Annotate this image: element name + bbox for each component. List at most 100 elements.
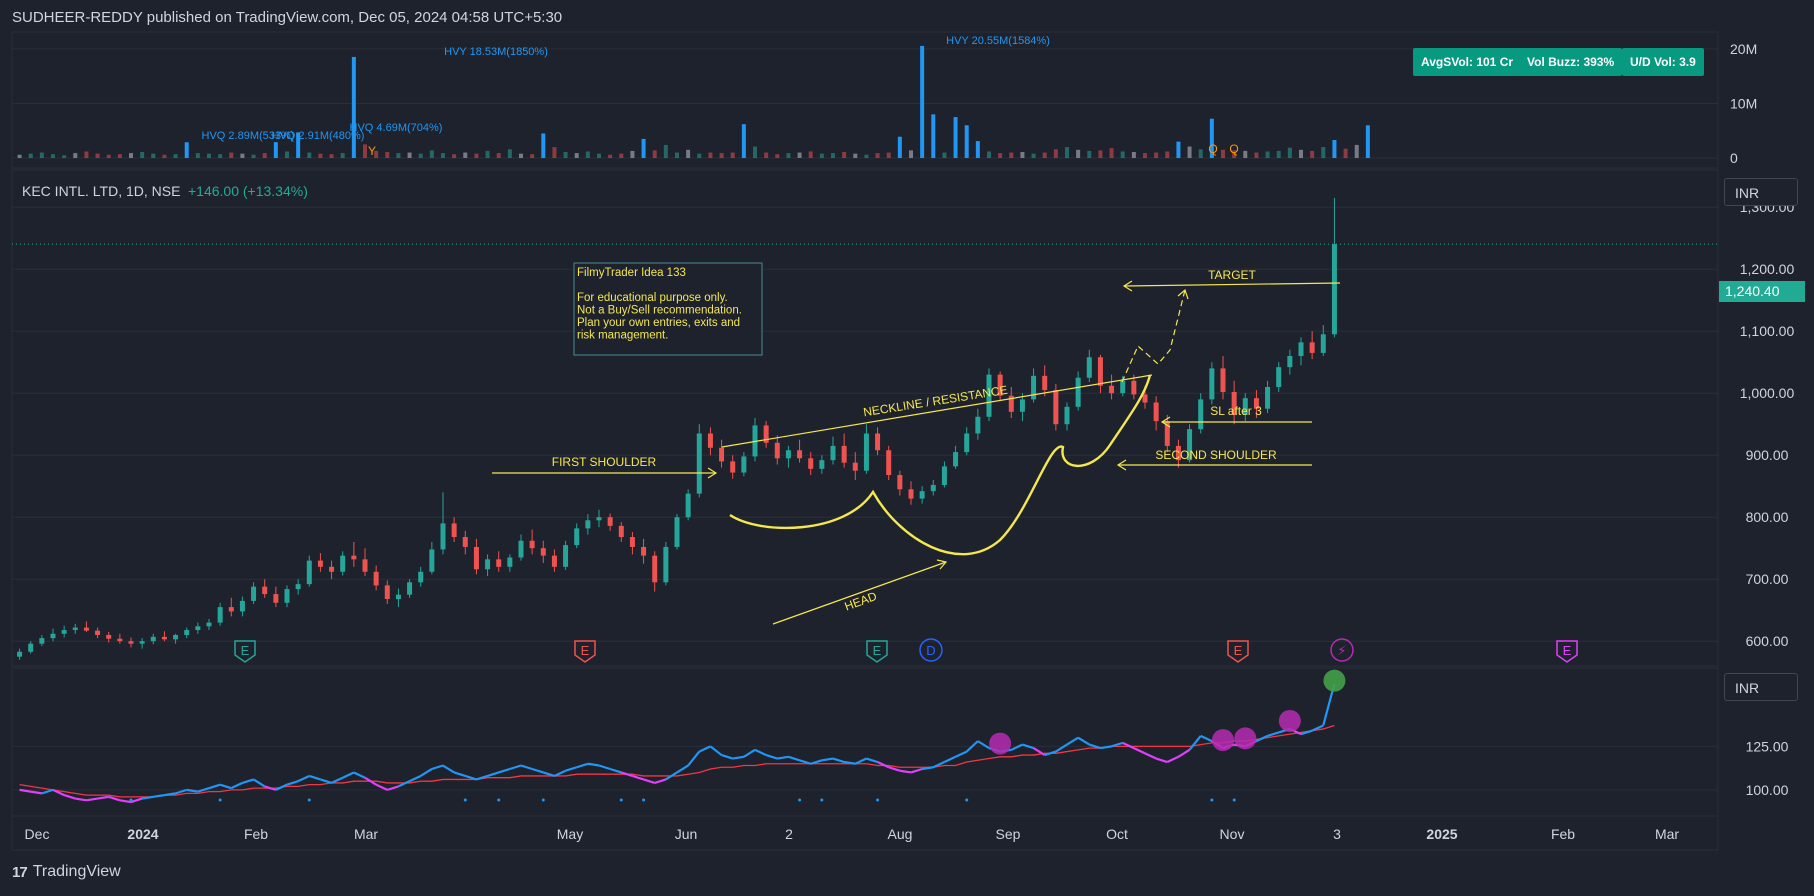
event-marker-E[interactable]: E <box>1227 640 1249 663</box>
candle-body <box>663 546 669 583</box>
rs-dot <box>307 798 311 802</box>
volume-bar <box>619 153 624 158</box>
time-tick-label: 3 <box>1333 826 1341 842</box>
time-tick-label: 2024 <box>127 826 158 842</box>
rs-line-segment <box>1255 734 1269 743</box>
candle-body <box>150 636 156 642</box>
cup-curve <box>729 374 1152 556</box>
event-label: E <box>581 643 590 658</box>
volume-bar <box>1065 147 1069 158</box>
rs-line-segment <box>331 776 344 784</box>
rs-line-segment <box>375 783 388 791</box>
candle-body <box>340 555 346 572</box>
candle-body <box>997 374 1003 396</box>
candle-body <box>1153 402 1159 422</box>
candle-body <box>1187 429 1193 461</box>
candle-body <box>808 458 814 469</box>
candle-body <box>1253 398 1259 409</box>
rs-line-segment <box>464 774 477 781</box>
candle-body <box>473 546 479 570</box>
candle-body <box>50 633 56 639</box>
rs-line-segment <box>186 788 199 793</box>
volume-flag: Y <box>368 144 376 158</box>
candle-body <box>139 641 145 644</box>
volume-bar <box>1098 150 1103 158</box>
event-icons[interactable]: E E E D E ⚡ E <box>234 638 1578 663</box>
rs-line-segment <box>609 767 622 774</box>
volume-bar <box>218 154 223 158</box>
rs-line-segment <box>230 781 243 790</box>
candle-body <box>228 607 234 612</box>
event-marker-E[interactable]: E <box>234 640 256 663</box>
candle-body <box>707 433 713 448</box>
event-shield <box>574 640 596 663</box>
candle-body <box>529 540 535 549</box>
rs-line-segment <box>487 771 500 778</box>
rs-line-segment <box>1044 750 1057 757</box>
volume-bar <box>485 150 490 158</box>
volume-bar <box>173 154 178 158</box>
volume-bar <box>452 154 457 158</box>
candle-body <box>1220 368 1226 392</box>
rs-line-segment <box>1200 734 1213 743</box>
rs-line-segment <box>153 794 165 798</box>
rs-line-segment <box>1122 741 1135 750</box>
price-tick-label: 600.00 <box>1746 633 1789 649</box>
candle-body <box>83 627 89 631</box>
rs-line-segment <box>654 778 667 784</box>
time-tick-label: Mar <box>1655 826 1679 842</box>
candle-body <box>39 638 45 644</box>
candle-body <box>941 466 947 485</box>
indicator-currency-selector[interactable]: INR <box>1724 673 1798 701</box>
rs-line-segment <box>397 780 411 788</box>
rs-line-segment <box>932 761 945 769</box>
price-tick-label: 1,200.00 <box>1740 261 1795 277</box>
volume-bar <box>519 153 523 158</box>
rs-line-segment <box>910 767 923 774</box>
candle-body <box>540 548 546 556</box>
rs-high-marker <box>1234 727 1257 750</box>
volume-bar <box>229 152 234 158</box>
rs-line-segment <box>431 764 444 771</box>
event-marker-E[interactable]: E <box>866 640 888 663</box>
rs-line-segment <box>476 774 488 781</box>
volume-bar <box>1254 152 1259 158</box>
idea-box[interactable] <box>573 262 763 356</box>
volume-spike-label: HVQ 2.89M(533%) <box>202 130 295 142</box>
volume-bar <box>964 125 969 158</box>
rs-line-segment <box>777 755 789 760</box>
event-marker-⚡[interactable]: ⚡ <box>1330 638 1354 662</box>
volume-bar <box>28 153 33 158</box>
avg-volume-badge: AvgSVol: 101 Cr <box>1413 48 1522 76</box>
rs-line-segment <box>320 778 332 784</box>
volume-bar <box>1299 149 1303 158</box>
candle-body <box>685 493 691 518</box>
rs-line-segment <box>810 759 823 765</box>
first-shoulder-label: FIRST SHOULDER <box>552 455 657 469</box>
currency-selector[interactable]: INR <box>1724 178 1798 206</box>
event-circle <box>1330 638 1354 662</box>
volume-bar <box>741 124 746 158</box>
event-marker-E[interactable]: E <box>1556 640 1578 663</box>
rs-line-segment <box>208 783 221 790</box>
event-shield <box>234 640 256 663</box>
candle-body <box>273 594 279 603</box>
idea-box-line: Not a Buy/Sell recommendation. <box>577 305 742 317</box>
rs-dot <box>129 798 133 802</box>
volume-bar <box>897 136 902 158</box>
volume-bar <box>909 150 913 158</box>
candle-body <box>930 484 936 492</box>
pattern-annotations[interactable]: FilmyTrader Idea 133 For educational pur… <box>492 262 1341 625</box>
volume-bar <box>1198 149 1203 158</box>
volume-bar <box>786 153 791 158</box>
second-shoulder-label: SECOND SHOULDER <box>1155 448 1277 462</box>
volume-bar <box>117 154 122 158</box>
candle-body <box>1086 357 1092 378</box>
event-marker-E[interactable]: E <box>574 640 596 663</box>
event-marker-D[interactable]: D <box>919 638 943 662</box>
brand-footer[interactable]: 17 TradingView <box>12 863 121 881</box>
volume-bar <box>62 155 67 158</box>
volume-bar <box>797 152 802 158</box>
candle-body <box>953 452 959 467</box>
